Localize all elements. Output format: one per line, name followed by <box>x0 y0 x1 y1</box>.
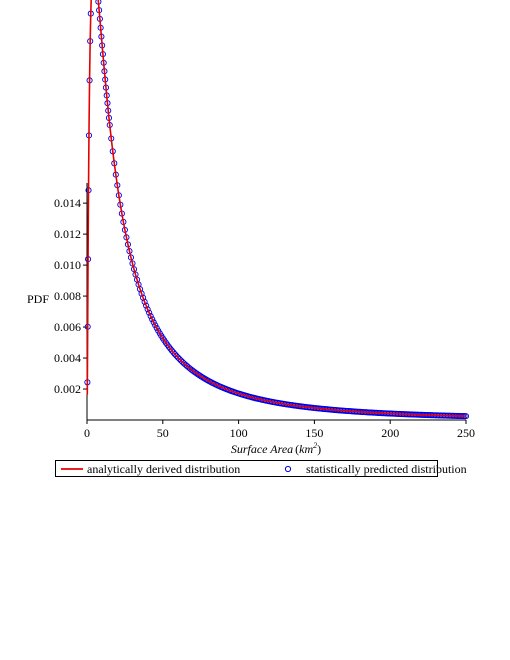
series-analytically-derived-line <box>86 0 467 417</box>
x-tick-label: 150 <box>305 426 323 440</box>
data-point-marker <box>140 294 147 301</box>
data-point-marker <box>196 372 203 379</box>
x-tick-label: 100 <box>230 426 248 440</box>
data-point-marker <box>171 351 178 358</box>
y-tick-label: 0.004 <box>54 351 81 365</box>
data-point-marker <box>138 290 145 297</box>
x-axis-label: Surface Area (km2) <box>231 441 321 456</box>
y-tick-label: 0.008 <box>54 289 81 303</box>
data-point-marker <box>173 352 180 359</box>
data-point-marker <box>143 302 150 309</box>
data-point-marker <box>141 298 148 305</box>
x-tick-label: 250 <box>457 426 475 440</box>
x-axis-label-paren-open: ( <box>295 442 299 456</box>
x-axis-label-unit: km <box>299 442 313 456</box>
data-point-marker <box>174 354 182 361</box>
y-tick-label: 0.002 <box>54 382 81 396</box>
x-tick-label: 50 <box>157 426 169 440</box>
data-point-marker <box>144 306 151 313</box>
y-axis-label: PDF <box>27 292 49 306</box>
series-statistically-predicted <box>84 0 470 420</box>
x-tick-label: 200 <box>381 426 399 440</box>
data-point-marker <box>170 349 177 356</box>
x-axis-label-main: Surface Area <box>231 442 293 456</box>
data-point-marker <box>146 309 153 316</box>
legend-label-statistical: statistically predicted distribution <box>306 462 467 476</box>
legend: analytically derived distribution statis… <box>55 460 467 477</box>
data-point-marker <box>147 313 154 320</box>
x-axis-label-paren-close: ) <box>317 442 321 456</box>
data-point-marker <box>150 319 157 326</box>
x-axis: 0 50 100 150 200 250 <box>84 419 475 440</box>
data-point-marker <box>197 373 204 380</box>
y-tick-label: 0.012 <box>54 227 81 241</box>
y-tick-label: 0.010 <box>54 258 81 272</box>
y-axis: 0.002 0.004 0.006 0.008 0.010 0.012 0.014 <box>54 183 88 420</box>
x-tick-label: 0 <box>84 426 90 440</box>
data-point-marker <box>165 343 172 350</box>
data-point-marker <box>199 374 206 381</box>
y-tick-label: 0.014 <box>54 196 81 210</box>
data-point-marker <box>168 347 175 354</box>
legend-marker-swatch <box>284 465 292 473</box>
legend-swatches <box>61 465 292 473</box>
legend-label-analytical: analytically derived distribution <box>87 462 241 476</box>
data-point-marker <box>193 370 200 377</box>
data-point-marker <box>167 345 174 352</box>
data-point-marker <box>194 371 201 378</box>
data-point-marker <box>149 316 156 323</box>
y-tick-label: 0.006 <box>54 320 81 334</box>
x-axis-label-unit-exponent: 2 <box>313 441 317 450</box>
